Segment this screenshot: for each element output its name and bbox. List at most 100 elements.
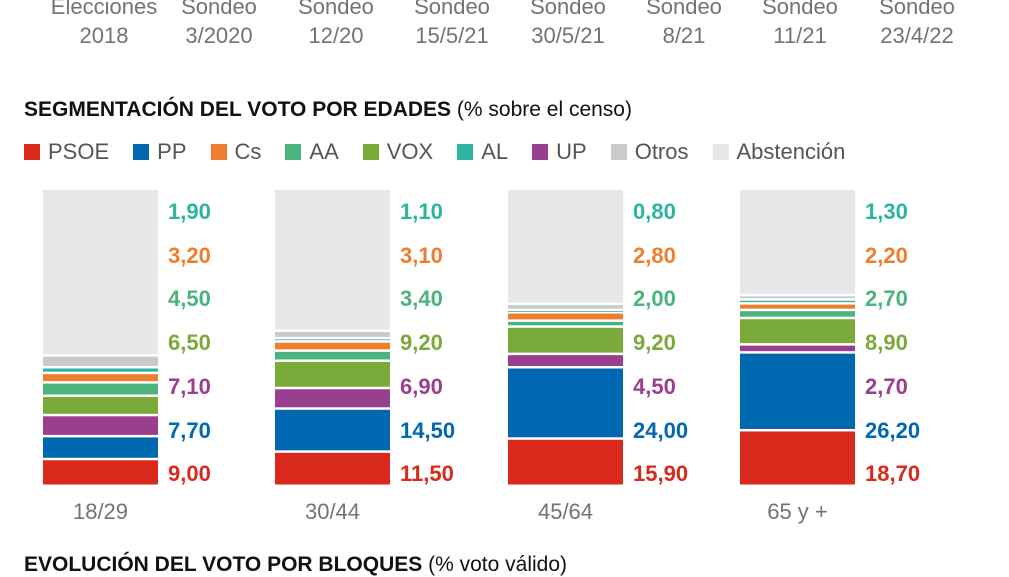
value-label: 26,20	[865, 418, 920, 443]
value-label: 0,80	[633, 199, 676, 224]
bar-segment-otros	[508, 305, 623, 309]
column-header: Elecciones 2018	[44, 0, 164, 50]
legend-label: UP	[556, 139, 587, 164]
bar-segment-al	[740, 300, 855, 303]
next-section-title: EVOLUCIÓN DEL VOTO POR BLOQUES (% voto v…	[24, 553, 567, 577]
value-label: 9,00	[168, 461, 211, 486]
bar-segment-up	[508, 355, 623, 366]
legend-label: AA	[309, 139, 339, 164]
value-label: 24,00	[633, 418, 688, 443]
value-label: 3,20	[168, 243, 211, 268]
column-header-type: Sondeo	[762, 0, 838, 19]
bar-segment-pp	[275, 409, 390, 451]
column-header: Sondeo 30/5/21	[508, 0, 628, 50]
bar-segment-up	[740, 345, 855, 352]
value-label: 2,70	[865, 286, 908, 311]
bar-segment-abstención	[43, 190, 158, 355]
value-label: 2,20	[865, 243, 908, 268]
bar-segment-otros	[740, 296, 855, 299]
column-header-type: Sondeo	[181, 0, 257, 19]
legend-swatch	[712, 144, 729, 160]
legend-label: PSOE	[48, 139, 110, 164]
column-header-date: 11/21	[773, 23, 827, 48]
value-label: 1,10	[400, 199, 443, 224]
column-header-date: 8/21	[662, 23, 706, 48]
column-header: Sondeo 15/5/21	[392, 0, 512, 50]
value-label: 1,90	[168, 199, 211, 224]
value-label: 14,50	[400, 418, 455, 443]
x-tick-label: 65 y +	[767, 499, 828, 524]
column-header-type: Sondeo	[530, 0, 606, 19]
column-header: Sondeo 11/21	[740, 0, 860, 50]
bar-segment-vox	[275, 361, 390, 387]
bar-segment-pp	[43, 437, 158, 458]
bar-segment-al	[43, 368, 158, 372]
legend-swatch	[133, 144, 150, 160]
chart-title: SEGMENTACIÓN DEL VOTO POR EDADES (% sobr…	[24, 98, 632, 122]
bar-segment-aa	[275, 351, 390, 360]
legend-item: AA	[285, 139, 339, 165]
x-tick-label: 18/29	[73, 499, 128, 524]
legend-label: Otros	[634, 139, 689, 164]
column-header: Sondeo 23/4/22	[857, 0, 977, 50]
bar-segment-cs	[508, 313, 623, 320]
value-label: 3,40	[400, 286, 443, 311]
legend-item: Cs	[210, 139, 262, 165]
column-header-date: 30/5/21	[531, 23, 605, 48]
value-label: 9,20	[633, 330, 676, 355]
column-header-date: 3/2020	[185, 23, 253, 48]
bar-segment-psoe	[508, 439, 623, 485]
chart-title-main: SEGMENTACIÓN DEL VOTO POR EDADES	[24, 98, 452, 121]
column-header: Sondeo 12/20	[276, 0, 396, 50]
bar-segment-aa	[508, 321, 623, 326]
legend-swatch	[210, 144, 227, 160]
bar-segment-vox	[43, 397, 158, 414]
legend-label: PP	[157, 139, 187, 164]
value-label: 9,20	[400, 330, 443, 355]
bar-segment-aa	[740, 311, 855, 317]
value-label: 2,00	[633, 286, 676, 311]
bar-segment-abstención	[275, 190, 390, 330]
legend-label: Abstención	[736, 139, 846, 164]
bar-segment-aa	[43, 383, 158, 395]
legend-swatch	[285, 144, 302, 160]
value-label: 4,50	[633, 374, 676, 399]
legend-item: Otros	[610, 139, 689, 165]
column-header-date: 23/4/22	[880, 23, 954, 48]
column-header-type: Sondeo	[414, 0, 490, 19]
legend-item: UP	[532, 139, 587, 165]
column-header: Sondeo 8/21	[624, 0, 744, 50]
column-header-date: 12/20	[308, 23, 364, 48]
bar-segment-cs	[275, 342, 390, 350]
value-label: 11,50	[400, 461, 454, 486]
bar-segment-otros	[43, 356, 158, 366]
bar-segment-al	[275, 339, 390, 341]
x-tick-label: 30/44	[305, 499, 360, 524]
column-header-type: Elecciones	[50, 0, 158, 19]
bar-segment-abstención	[740, 190, 855, 294]
bar-segment-up	[43, 416, 158, 435]
value-label: 2,70	[865, 374, 908, 399]
bar-segment-vox	[508, 327, 623, 353]
value-label: 7,10	[168, 374, 211, 399]
column-header-type: Sondeo	[298, 0, 374, 19]
column-header-date: 15/5/21	[415, 23, 489, 48]
legend-label: Cs	[234, 139, 262, 164]
bar-segment-vox	[740, 319, 855, 344]
value-label: 1,30	[865, 199, 908, 224]
value-label: 15,90	[633, 461, 688, 486]
x-tick-label: 45/64	[538, 499, 593, 524]
legend-swatch	[532, 144, 549, 160]
value-label: 6,50	[168, 330, 211, 355]
bar-segment-abstención	[508, 190, 623, 303]
next-section-subtitle: (% voto válido)	[428, 553, 568, 576]
next-section-title-main: EVOLUCIÓN DEL VOTO POR BLOQUES	[24, 553, 423, 576]
legend-label: AL	[481, 139, 509, 164]
legend-swatch	[24, 144, 40, 160]
value-label: 3,10	[400, 243, 443, 268]
column-header-date: 2018	[79, 23, 129, 48]
value-label: 6,90	[400, 374, 443, 399]
column-header-type: Sondeo	[646, 0, 722, 19]
bar-segment-cs	[740, 304, 855, 309]
legend-swatch	[362, 144, 379, 160]
